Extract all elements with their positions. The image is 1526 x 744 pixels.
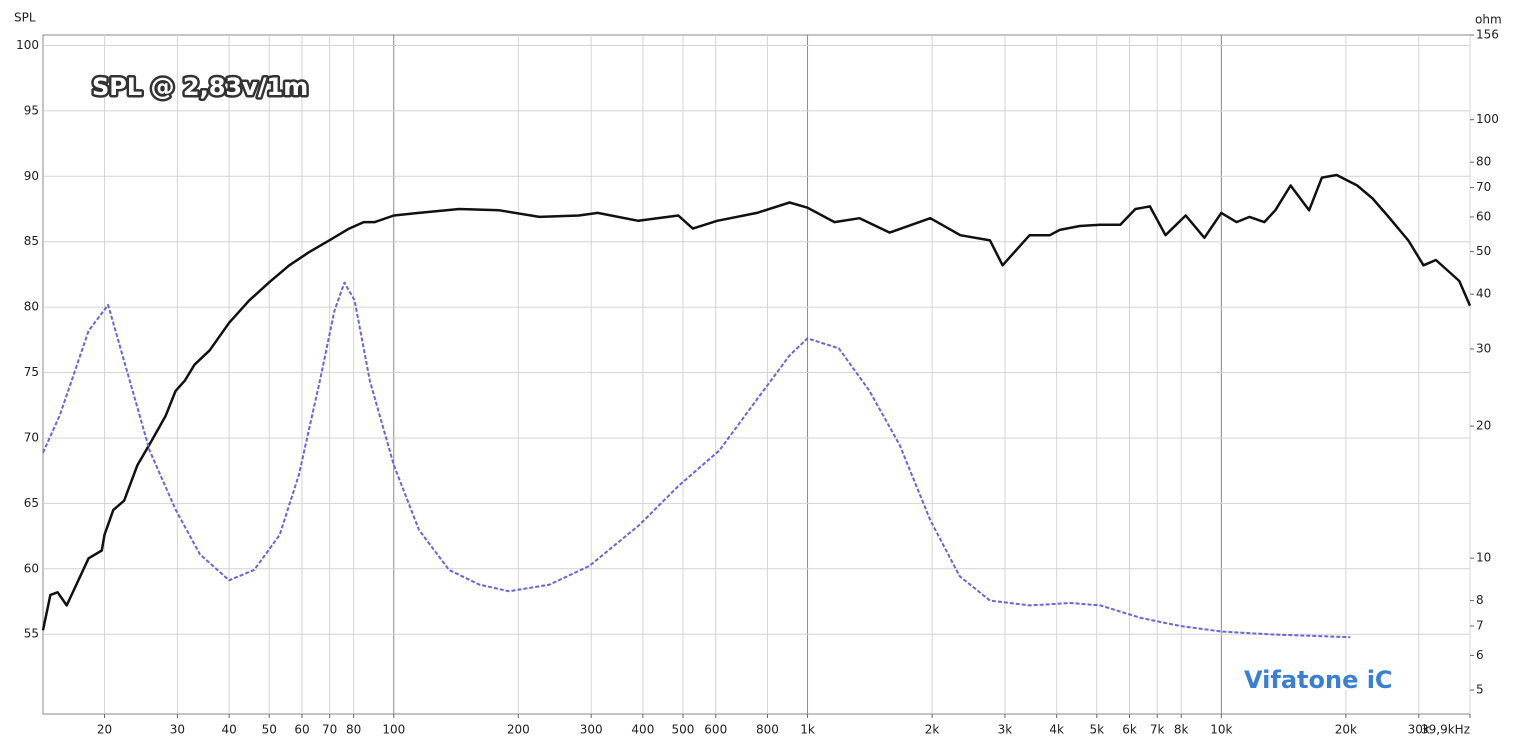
y2-tick-label: 70 xyxy=(1476,180,1491,194)
y-tick-label: 65 xyxy=(24,496,39,510)
y2-tick-label: 7 xyxy=(1476,619,1484,633)
y-tick-label: 95 xyxy=(24,103,39,117)
y2-tick-label: 40 xyxy=(1476,287,1491,301)
x-tick-label: 30 xyxy=(170,723,185,737)
y2-tick-label: 156 xyxy=(1476,28,1499,42)
annotation: SPL @ 2,83v/1m xyxy=(92,73,308,101)
y-tick-label: 70 xyxy=(24,430,39,444)
y2-tick-label: 80 xyxy=(1476,155,1491,169)
y-tick-label: 75 xyxy=(24,365,39,379)
x-tick-label: 4k xyxy=(1049,723,1064,737)
series-line xyxy=(41,173,1472,631)
series-line xyxy=(42,281,1351,639)
watermark: Vifatone iC xyxy=(1244,666,1393,694)
x-tick-label: 39,9kHz xyxy=(1421,723,1470,737)
x-tick-label: 3k xyxy=(998,723,1013,737)
x-tick-label: 5k xyxy=(1089,723,1104,737)
y-tick-label: 60 xyxy=(24,561,39,575)
x-tick-label: 50 xyxy=(262,723,277,737)
y-tick-label: 55 xyxy=(24,627,39,641)
x-tick-label: 300 xyxy=(580,723,603,737)
x-tick-label: 20k xyxy=(1335,723,1357,737)
x-tick-label: 20 xyxy=(97,723,112,737)
y2-tick-label: 5 xyxy=(1476,683,1484,697)
x-tick-label: 40 xyxy=(221,723,236,737)
y2-tick-label: 30 xyxy=(1476,341,1491,355)
x-tick-label: 1k xyxy=(800,723,815,737)
y2-tick-label: 6 xyxy=(1476,648,1484,662)
y2-tick-label: 60 xyxy=(1476,209,1491,223)
x-tick-label: 7k xyxy=(1150,723,1165,737)
x-tick-label: 60 xyxy=(294,723,309,737)
x-tick-label: 2k xyxy=(925,723,940,737)
y-tick-label: 85 xyxy=(24,234,39,248)
x-tick-label: 30k xyxy=(1408,723,1430,737)
x-tick-label: 10k xyxy=(1210,723,1232,737)
y2-axis-label: ohm xyxy=(1475,13,1502,27)
x-tick-label: 200 xyxy=(507,723,530,737)
y2-tick-label: 50 xyxy=(1476,244,1491,258)
x-tick-label: 800 xyxy=(756,723,779,737)
y-tick-label: 80 xyxy=(24,300,39,314)
y2-tick-label: 8 xyxy=(1476,593,1484,607)
x-tick-label: 600 xyxy=(704,723,727,737)
x-tick-label: 6k xyxy=(1122,723,1137,737)
y2-tick-label: 20 xyxy=(1476,419,1491,433)
y-tick-label: 90 xyxy=(24,169,39,183)
x-tick-label: 80 xyxy=(346,723,361,737)
y2-tick-label: 100 xyxy=(1476,112,1499,126)
x-tick-label: 400 xyxy=(631,723,654,737)
x-tick-label: 100 xyxy=(382,723,405,737)
plot-area xyxy=(42,34,1471,715)
y-axis-label: SPL xyxy=(14,11,36,25)
x-tick-label: 8k xyxy=(1174,723,1189,737)
x-tick-label: 70 xyxy=(322,723,337,737)
y-tick-label: 100 xyxy=(16,38,39,52)
y2-tick-label: 10 xyxy=(1476,551,1491,565)
x-tick-label: 500 xyxy=(672,723,695,737)
